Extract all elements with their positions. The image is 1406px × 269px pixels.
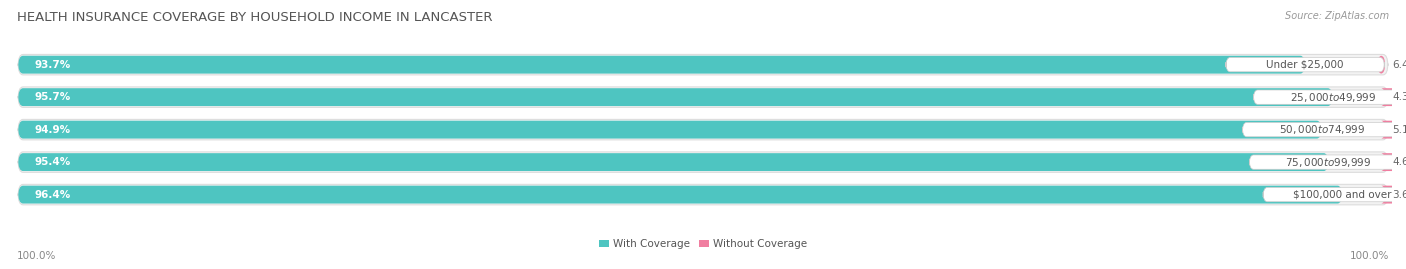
FancyBboxPatch shape (18, 119, 1388, 140)
Text: 96.4%: 96.4% (35, 190, 70, 200)
Text: 5.1%: 5.1% (1392, 125, 1406, 134)
Text: Under $25,000: Under $25,000 (1267, 60, 1344, 70)
FancyBboxPatch shape (18, 186, 1343, 204)
Text: 4.3%: 4.3% (1392, 92, 1406, 102)
FancyBboxPatch shape (18, 56, 1305, 74)
FancyBboxPatch shape (18, 153, 1329, 171)
Text: $50,000 to $74,999: $50,000 to $74,999 (1278, 123, 1365, 136)
FancyBboxPatch shape (1254, 90, 1406, 104)
FancyBboxPatch shape (1381, 88, 1406, 106)
Text: 95.7%: 95.7% (35, 92, 70, 102)
FancyBboxPatch shape (1226, 58, 1385, 72)
FancyBboxPatch shape (1378, 56, 1385, 74)
Text: Source: ZipAtlas.com: Source: ZipAtlas.com (1285, 11, 1389, 21)
Text: $25,000 to $49,999: $25,000 to $49,999 (1289, 91, 1376, 104)
FancyBboxPatch shape (1263, 187, 1406, 202)
FancyBboxPatch shape (1250, 155, 1406, 169)
Text: 100.0%: 100.0% (17, 251, 56, 261)
Text: 95.4%: 95.4% (35, 157, 70, 167)
Text: HEALTH INSURANCE COVERAGE BY HOUSEHOLD INCOME IN LANCASTER: HEALTH INSURANCE COVERAGE BY HOUSEHOLD I… (17, 11, 492, 24)
Legend: With Coverage, Without Coverage: With Coverage, Without Coverage (595, 235, 811, 253)
Text: 4.6%: 4.6% (1392, 157, 1406, 167)
FancyBboxPatch shape (18, 87, 1388, 107)
Text: 3.6%: 3.6% (1392, 190, 1406, 200)
Text: 100.0%: 100.0% (1350, 251, 1389, 261)
FancyBboxPatch shape (18, 184, 1388, 205)
Text: 6.4%: 6.4% (1392, 60, 1406, 70)
FancyBboxPatch shape (1381, 186, 1406, 204)
FancyBboxPatch shape (1243, 122, 1400, 137)
FancyBboxPatch shape (18, 88, 1333, 106)
Text: 93.7%: 93.7% (35, 60, 70, 70)
FancyBboxPatch shape (18, 121, 1322, 139)
FancyBboxPatch shape (18, 54, 1388, 75)
Text: 94.9%: 94.9% (35, 125, 70, 134)
Text: $75,000 to $99,999: $75,000 to $99,999 (1285, 155, 1372, 169)
Text: $100,000 and over: $100,000 and over (1294, 190, 1392, 200)
FancyBboxPatch shape (18, 152, 1388, 172)
FancyBboxPatch shape (1381, 153, 1405, 171)
FancyBboxPatch shape (1381, 121, 1398, 139)
